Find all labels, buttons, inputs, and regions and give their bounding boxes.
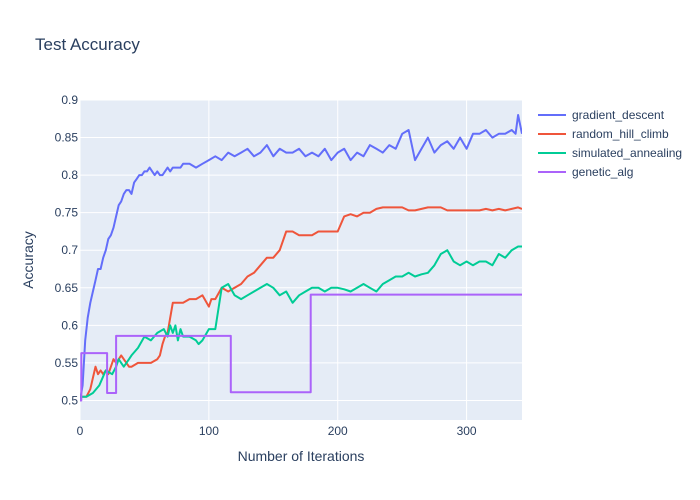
y-axis-title: Accuracy	[20, 231, 36, 289]
legend: gradient_descent random_hill_climbsimulat…	[538, 108, 682, 179]
y-tick-label: 0.75	[55, 206, 79, 220]
y-tick-label: 0.85	[55, 131, 79, 145]
x-tick-label: 200	[328, 424, 348, 438]
legend-entry-label: random_hill_climb	[572, 127, 669, 141]
x-tick-label: 100	[199, 424, 219, 438]
y-tick-label: 0.65	[55, 281, 79, 295]
x-tick-label: 0	[77, 424, 84, 438]
series-line-random-hill-climb	[80, 206, 522, 398]
y-tick-label: 0.8	[61, 168, 78, 182]
y-tick-label: 0.9	[61, 93, 78, 107]
legend-entry-label: gradient_descent	[572, 108, 665, 122]
y-tick-label: 0.5	[61, 393, 78, 407]
legend-entry-label: genetic_alg	[572, 165, 633, 179]
series-line-simulated-annealing	[80, 245, 522, 398]
series-group	[80, 114, 522, 402]
tick-labels: 0.5 0.55 0.6 0.65 0.7 0.75 0.8 0.85 0.9 0 100 200 30…	[55, 93, 477, 438]
legend-entry-label: simulated_annealing	[572, 146, 682, 160]
chart-title: Test Accuracy	[35, 35, 140, 54]
series-line-genetic-alg	[80, 293, 522, 402]
y-tick-label: 0.55	[55, 356, 79, 370]
x-axis-title: Number of Iterations	[238, 448, 365, 464]
y-tick-label: 0.6	[61, 318, 78, 332]
plot-area	[80, 100, 522, 420]
y-tick-label: 0.7	[61, 243, 78, 257]
x-tick-label: 300	[457, 424, 477, 438]
series-line-gradient-descent	[80, 114, 522, 401]
